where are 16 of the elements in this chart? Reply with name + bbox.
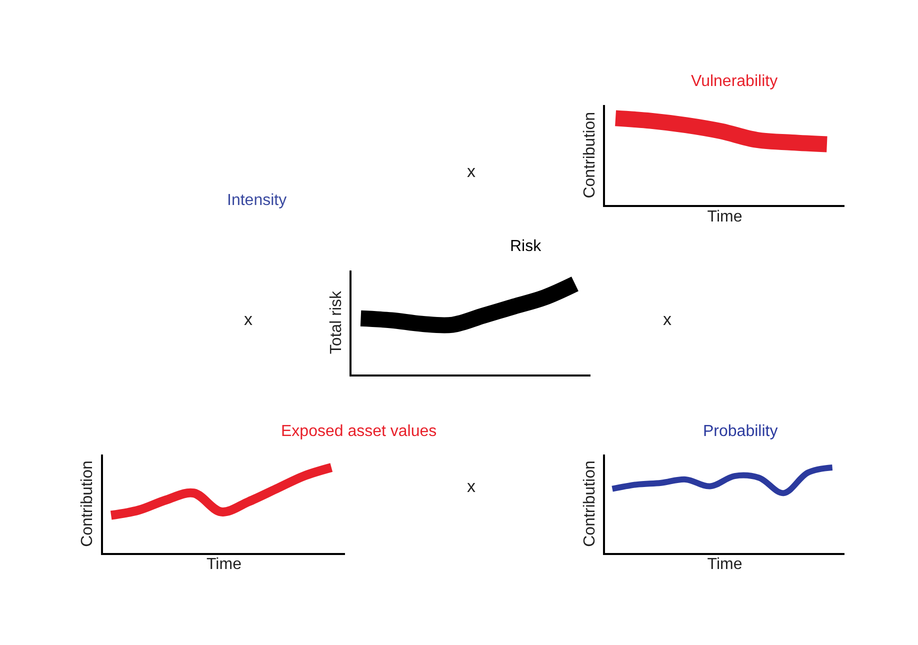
x-axis-title: Time [707,208,742,226]
y-axis-title: Contribution [581,112,598,198]
chart-title: Vulnerability [691,73,778,90]
chart-title: Risk [510,238,542,255]
text: Intensity [227,192,287,209]
text: x [663,310,672,329]
y-axis-title: Contribution [79,460,96,547]
x-axis-title: Time [206,556,242,573]
chart-title: Probability [703,423,778,440]
text: x [467,162,476,181]
y-axis-title: Total risk [328,290,345,354]
y-axis-title: Contribution [581,460,598,547]
x-axis-title: Time [707,556,742,573]
text: x [467,477,476,496]
chart-title: Exposed asset values [281,423,437,440]
text: x [244,310,253,329]
